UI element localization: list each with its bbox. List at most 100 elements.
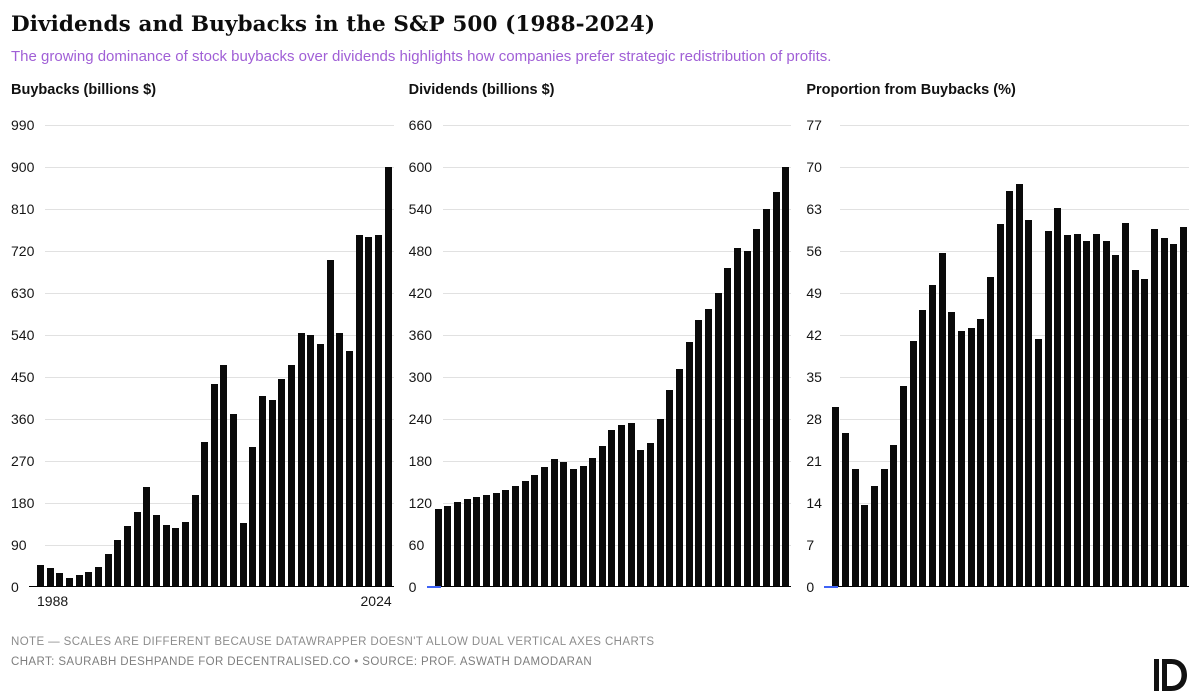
y-tick-label: 120 [408,496,437,510]
bar-2022 [365,237,373,587]
bar-2006 [210,384,218,587]
bar-1989 [444,505,452,587]
y-tick-label: 49 [806,286,826,300]
gridline [45,461,394,462]
y-tick-label: 540 [11,328,39,342]
bar-2012 [1064,234,1072,587]
gridline [45,209,394,210]
y-tick-label: 180 [11,496,39,510]
bar-2010 [1044,231,1052,587]
gridline [840,251,1190,252]
chart-title-proportion: Proportion from Buybacks (%) [806,82,1016,98]
y-tick-label: 600 [408,160,437,174]
gridline [45,377,394,378]
y-tick-label: 450 [11,370,39,384]
bar-2021 [355,234,363,587]
y-tick-label: 35 [806,370,826,384]
bar-2018 [1122,223,1130,587]
bar-2011 [656,419,664,587]
y-tick-label: 70 [806,160,826,174]
y-tick-label: 14 [806,496,826,510]
bar-1995 [104,554,112,587]
bar-2024 [782,167,790,587]
gridline [840,335,1190,336]
gridline [840,293,1190,294]
bar-1991 [463,498,471,587]
bar-2002 [172,527,180,587]
bar-2013 [278,379,286,587]
bar-1997 [123,526,131,587]
y-tick-label: 7 [806,538,819,552]
gridline [45,335,394,336]
bar-2005 [996,224,1004,587]
bar-1991 [861,504,869,587]
bar-2010 [647,442,655,587]
gridline [840,209,1190,210]
gridline [442,167,792,168]
x-axis-baseline [29,586,394,587]
bar-2010 [249,447,257,587]
bar-2008 [1025,219,1033,587]
gridline [442,335,792,336]
gridline [840,125,1190,126]
note-text: NOTE — SCALES ARE DIFFERENT BECAUSE DATA… [11,636,655,648]
bar-2002 [569,469,577,587]
charts-row: Buybacks (billions $) 990 900 810 720 630 540… [11,81,1190,609]
decentralised-logo [1152,657,1190,693]
bar-2013 [676,368,684,587]
bar-2005 [598,445,606,587]
y-tick-label: 180 [408,454,437,468]
bar-1990 [851,468,859,587]
bar-1994 [492,492,500,587]
bar-1995 [899,386,907,587]
y-tick-label: 270 [11,454,39,468]
bar-2011 [259,395,267,587]
y-tick-label: 900 [11,160,39,174]
bar-1996 [114,540,122,587]
bar-2018 [326,260,334,587]
bar-1998 [531,475,539,587]
bar-2024 [1179,227,1187,587]
x-axis-buybacks: 1988 2024 [37,593,392,609]
bar-2017 [714,293,722,587]
bar-1992 [870,485,878,587]
bar-2003 [977,318,985,587]
y-tick-label: 0 [408,580,421,594]
y-tick-label: 56 [806,244,826,258]
bar-2008 [627,422,635,587]
bar-2023 [1170,243,1178,587]
bar-2012 [268,400,276,587]
y-tick-label: 63 [806,202,826,216]
bar-1995 [502,489,510,587]
gridline [442,377,792,378]
gridline [840,503,1190,504]
bar-2001 [162,525,170,587]
y-tick-label: 90 [11,538,31,552]
gridline [45,293,394,294]
bars-group [832,125,1187,587]
bar-1993 [880,469,888,587]
y-tick-label: 60 [408,538,429,552]
gridline [442,209,792,210]
bar-1997 [919,310,927,587]
bar-2008 [230,414,238,587]
bar-1989 [46,568,54,587]
bar-2007 [220,365,228,587]
gridline [442,293,792,294]
bar-1990 [56,573,64,587]
x-axis-baseline [426,586,792,587]
bar-2004 [986,277,994,587]
bar-2014 [288,365,296,587]
bar-1994 [890,444,898,587]
bar-1990 [453,501,461,587]
bar-1992 [473,497,481,587]
x-axis-baseline [824,586,1190,587]
bar-2020 [743,251,751,587]
y-tick-label: 480 [408,244,437,258]
bar-2015 [297,332,305,587]
bar-1997 [521,480,529,587]
chart-title-dividends: Dividends (billions $) [408,82,555,98]
y-tick-label: 540 [408,202,437,216]
bar-1993 [482,495,490,587]
